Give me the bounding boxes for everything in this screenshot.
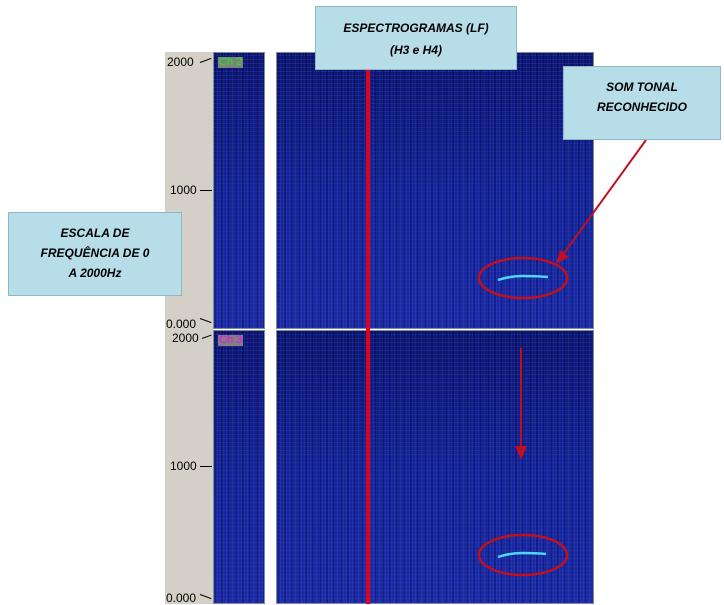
axis-top-max-label: 2000 bbox=[167, 55, 194, 69]
axis-top-mid-tick bbox=[200, 190, 212, 191]
axis-top-mid-label: 1000 bbox=[170, 183, 197, 197]
axis-top-min-label: 0.000 bbox=[166, 317, 197, 331]
scale-callout-line2: FREQUÊNCIA DE 0 bbox=[40, 246, 150, 260]
frequency-scale-callout: ESCALA DE FREQUÊNCIA DE 0 A 2000Hz bbox=[8, 212, 182, 296]
spectrograms-callout-line1: ESPECTROGRAMAS (LF) bbox=[343, 21, 489, 35]
axis-bottom-min-label: 0.000 bbox=[166, 591, 197, 605]
channel-2-spectrogram-panel[interactable] bbox=[276, 52, 594, 329]
axis-bottom-mid-tick bbox=[200, 466, 212, 467]
tonal-callout-line2: RECONHECIDO bbox=[596, 100, 687, 114]
arrow-callout-to-top-head bbox=[556, 250, 569, 264]
scale-callout-line3: A 2000Hz bbox=[68, 266, 122, 280]
channel-3-narrow-spectrogram[interactable]: Ch 3 bbox=[213, 330, 265, 604]
channel-2-narrow-spectrogram[interactable]: Ch 2 bbox=[213, 52, 265, 329]
spectrograms-callout-line2: (H3 e H4) bbox=[389, 43, 442, 57]
channel-3-spectrogram-panel[interactable] bbox=[276, 330, 594, 604]
spectrograms-callout: ESPECTROGRAMAS (LF) (H3 e H4) bbox=[315, 6, 517, 70]
arrow-down-head bbox=[515, 446, 527, 460]
tonal-highlight-ellipse-bottom bbox=[477, 533, 569, 577]
channel-2-label: Ch 2 bbox=[218, 56, 244, 68]
frequency-axis-strip bbox=[165, 52, 213, 604]
scale-callout-line1: ESCALA DE bbox=[60, 226, 130, 240]
tonal-highlight-ellipse-top bbox=[477, 256, 569, 300]
time-marker-line[interactable] bbox=[366, 52, 370, 604]
arrow-callout-to-top-line bbox=[561, 139, 647, 257]
tonal-sound-callout: SOM TONAL RECONHECIDO bbox=[563, 66, 721, 140]
tonal-callout-line1: SOM TONAL bbox=[606, 80, 678, 94]
tonal-trace-top bbox=[497, 274, 549, 282]
axis-bottom-mid-label: 1000 bbox=[170, 459, 197, 473]
axis-bottom-max-label: 2000 bbox=[172, 331, 199, 345]
channel-3-label: Ch 3 bbox=[218, 334, 244, 346]
tonal-trace-bottom bbox=[497, 551, 547, 559]
